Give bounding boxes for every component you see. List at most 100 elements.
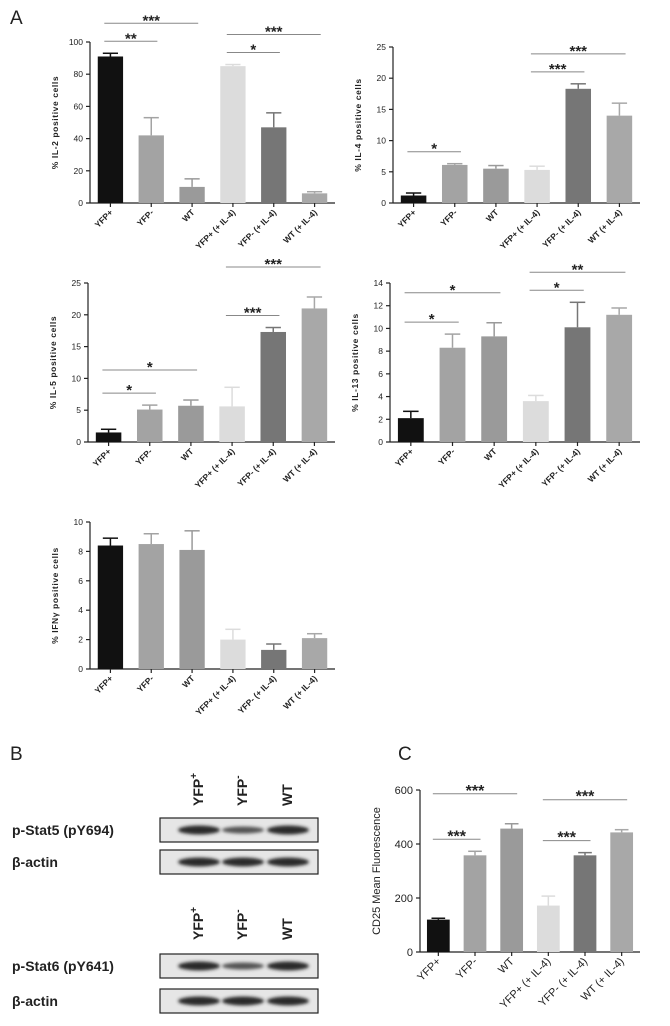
x-tick-label: YFP+	[393, 446, 415, 468]
lane-label: WT	[279, 918, 295, 940]
y-tick-label: 20	[72, 310, 82, 320]
blot-row-label: p-Stat5 (pY694)	[12, 822, 114, 838]
x-tick-label: YFP+ (+ IL-4)	[193, 446, 237, 490]
bar	[219, 406, 245, 442]
x-tick-label: WT	[496, 955, 517, 976]
lane-superscript: -	[233, 775, 244, 778]
bar	[178, 405, 204, 442]
significance-label: ***	[264, 256, 282, 273]
y-tick-label: 6	[78, 576, 83, 586]
x-tick-label: YFP+	[93, 207, 115, 229]
lane-name: YFP	[190, 779, 206, 806]
bar	[138, 544, 164, 669]
x-tick-label: YFP+	[91, 446, 113, 468]
significance-label: **	[572, 261, 584, 278]
significance-label: *	[126, 382, 132, 399]
y-tick-label: 400	[395, 839, 413, 851]
y-tick-label: 4	[378, 392, 383, 402]
bar	[301, 193, 328, 203]
y-tick-label: 10	[72, 373, 82, 383]
blot-band	[222, 962, 264, 970]
x-tick-label: WT (+ IL-4)	[281, 673, 319, 711]
y-tick-label: 0	[76, 437, 81, 447]
x-tick-label: WT	[484, 207, 501, 224]
y-tick-label: 14	[374, 278, 384, 288]
y-tick-label: 6	[378, 369, 383, 379]
significance-label: ***	[142, 12, 160, 29]
blot-band	[178, 961, 220, 971]
bar	[522, 401, 549, 442]
x-tick-label: WT (+ IL-4)	[586, 207, 624, 245]
y-tick-label: 25	[72, 278, 82, 288]
bar	[565, 88, 592, 203]
bar	[564, 327, 591, 442]
lane-superscript: +	[189, 907, 200, 913]
significance-label: *	[554, 279, 560, 296]
significance-label: *	[450, 282, 456, 299]
y-tick-label: 2	[378, 414, 383, 424]
y-tick-label: 0	[378, 437, 383, 447]
y-tick-label: 25	[377, 42, 387, 52]
y-tick-label: 10	[74, 517, 84, 527]
bar	[260, 331, 287, 442]
y-tick-label: 8	[78, 546, 83, 556]
lane-name: WT	[279, 784, 295, 806]
lane-name: YFP	[190, 913, 206, 940]
bar	[500, 828, 524, 952]
bar	[220, 639, 246, 669]
y-axis-label: % IL-5 positive cells	[48, 316, 58, 409]
x-tick-label: YFP+ (+ IL-4)	[194, 207, 238, 251]
y-tick-label: 2	[78, 635, 83, 645]
significance-label: ***	[447, 828, 466, 845]
y-tick-label: 10	[377, 136, 387, 146]
y-tick-label: 8	[378, 346, 383, 356]
bar	[301, 308, 328, 442]
x-tick-label: WT	[180, 207, 197, 224]
x-tick-label: WT (+ IL-4)	[586, 446, 624, 484]
lane-name: YFP	[234, 913, 250, 940]
bar	[138, 135, 164, 203]
panel-label: B	[10, 744, 23, 765]
x-tick-label: YFP- (+ IL-4)	[236, 207, 278, 249]
significance-label: *	[147, 359, 153, 376]
bar	[439, 347, 466, 442]
x-tick-label: YFP- (+ IL-4)	[236, 673, 278, 715]
y-tick-label: 5	[381, 167, 386, 177]
bar	[573, 855, 597, 952]
x-tick-label: YFP-	[135, 673, 156, 694]
lane-superscript: -	[233, 909, 244, 912]
lane-label: YFP-	[233, 775, 250, 806]
x-tick-label: YFP- (+ IL-4)	[540, 446, 582, 488]
bar	[261, 127, 287, 203]
bar	[97, 545, 124, 669]
significance-label: ***	[265, 24, 283, 41]
significance-label: ***	[466, 783, 485, 800]
x-tick-label: WT	[482, 446, 499, 463]
y-axis-label: % IL-2 positive cells	[50, 76, 60, 169]
blot-band	[267, 961, 309, 971]
significance-label: *	[250, 42, 256, 59]
lane-label: WT	[279, 784, 295, 806]
blot-band	[178, 825, 220, 835]
lane-name: WT	[279, 918, 295, 940]
significance-label: ***	[557, 830, 576, 847]
bar	[426, 919, 450, 952]
y-tick-label: 200	[395, 893, 413, 905]
bar	[397, 418, 424, 442]
x-tick-label: YFP+	[415, 956, 443, 984]
y-tick-label: 80	[74, 69, 84, 79]
blot-band	[222, 996, 264, 1006]
significance-label: ***	[569, 43, 587, 60]
y-axis-label: % IFNγ positive cells	[50, 547, 60, 644]
lane-label: YFP+	[189, 773, 206, 806]
x-tick-label: WT	[180, 673, 197, 690]
y-tick-label: 0	[78, 664, 83, 674]
bar	[261, 649, 287, 669]
bar-chart: 0 20 40 60 80 100 % IL-2 positive cells YFP+ YFP…	[50, 12, 335, 251]
bar-chart: 0 200 400 600 CD25 Mean Fluorescence YFP+ YFP-…	[371, 783, 640, 1011]
blot-row-label: β-actin	[12, 993, 58, 1009]
bar	[179, 549, 205, 669]
bar	[524, 169, 550, 203]
bar	[136, 409, 163, 442]
